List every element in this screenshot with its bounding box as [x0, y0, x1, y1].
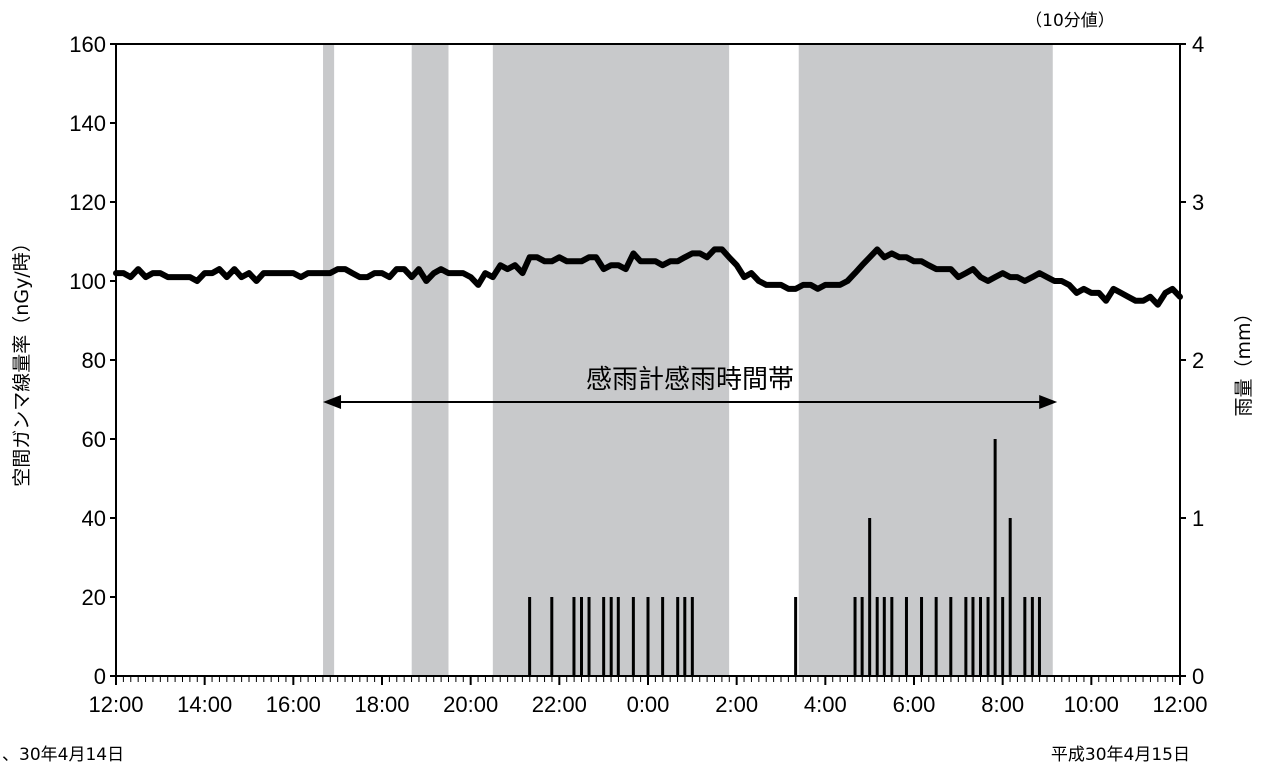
- rain-bar-10: [661, 597, 665, 676]
- rain-bars: [528, 439, 1041, 676]
- rain-bar-8: [631, 597, 635, 676]
- rain-bar-7: [616, 597, 620, 676]
- y-left-tick-label: 140: [69, 111, 106, 136]
- rain-bar-9: [646, 597, 650, 676]
- x-tick-label: 12:00: [88, 692, 143, 717]
- rain-band-2: [492, 44, 730, 676]
- rain-bar-26: [971, 597, 975, 676]
- rain-detection-bands: [323, 44, 1053, 676]
- annotation-arrowhead-right: [1039, 395, 1058, 409]
- rain-band-1: [411, 44, 449, 676]
- rain-bar-18: [875, 597, 879, 676]
- x-tick-label: 6:00: [893, 692, 936, 717]
- gamma-line-layer: [113, 246, 1183, 308]
- y-right-tick-label: 4: [1192, 32, 1204, 57]
- rain-bar-33: [1030, 597, 1034, 676]
- rain-bar-1: [550, 597, 554, 676]
- y-left-tick-label: 160: [69, 32, 106, 57]
- date-left: 、30年4月14日: [2, 745, 124, 765]
- x-tick-label: 4:00: [804, 692, 847, 717]
- y-left-tick-label: 100: [69, 269, 106, 294]
- rain-bar-4: [587, 597, 591, 676]
- x-tick-label: 10:00: [1064, 692, 1119, 717]
- y-left-tick-label: 80: [82, 348, 106, 373]
- x-tick-label: 2:00: [715, 692, 758, 717]
- rain-bar-0: [528, 597, 532, 676]
- rain-bar-3: [580, 597, 583, 676]
- rain-bar-15: [853, 597, 857, 676]
- x-tick-label: 8:00: [981, 692, 1024, 717]
- y-left-tick-label: 120: [69, 190, 106, 215]
- rain-bar-14: [794, 597, 798, 676]
- rain-bar-29: [993, 439, 997, 676]
- y-left-tick-label: 20: [82, 585, 106, 610]
- rain-bar-21: [904, 597, 908, 676]
- rain-bar-2: [572, 597, 576, 676]
- rain-bar-24: [949, 597, 953, 676]
- rain-bar-20: [890, 597, 894, 676]
- axis-ticks: 0 20 40 60 80 100 120 140 160 0 1 2 3 4 12:00 14:00 16:0…: [69, 32, 1207, 717]
- y-left-tick-label: 60: [82, 427, 106, 452]
- rain-bar-11: [676, 597, 680, 676]
- rain-bar-31: [1008, 518, 1012, 676]
- rain-bar-19: [882, 597, 886, 676]
- annotation-label: 感雨計感雨時間帯: [586, 365, 794, 395]
- x-tick-label: 0:00: [627, 692, 670, 717]
- rain-bar-16: [860, 597, 864, 676]
- rain-band-3: [798, 44, 1053, 676]
- rain-bar-28: [986, 597, 990, 676]
- date-right: 平成30年4月15日: [1051, 745, 1190, 765]
- y-right-tick-label: 1: [1192, 506, 1204, 531]
- rain-bar-34: [1037, 597, 1041, 676]
- y-right-tick-label: 3: [1192, 190, 1204, 215]
- x-tick-label: 16:00: [266, 692, 321, 717]
- x-tick-label: 12:00: [1152, 692, 1207, 717]
- rain-bar-23: [934, 597, 938, 676]
- x-tick-label: 22:00: [532, 692, 587, 717]
- rain-bar-32: [1023, 597, 1027, 676]
- rain-bar-22: [920, 597, 924, 676]
- x-tick-label: 18:00: [354, 692, 409, 717]
- rain-bar-30: [1001, 597, 1005, 676]
- y-right-axis-title: 雨量（mm）: [1233, 303, 1255, 416]
- annotation-layer: 感雨計感雨時間帯: [323, 365, 1058, 409]
- y-right-tick-label: 0: [1192, 664, 1204, 689]
- annotation-arrowhead-left: [323, 395, 342, 409]
- y-left-axis-title: 空間ガンマ線量率（nGy/時）: [11, 233, 33, 486]
- y-left-tick-label: 0: [94, 664, 106, 689]
- rain-bar-17: [868, 518, 872, 676]
- rain-bar-27: [979, 597, 982, 676]
- x-tick-label: 14:00: [177, 692, 232, 717]
- rain-bar-25: [964, 597, 968, 676]
- rain-bar-13: [690, 597, 694, 676]
- y-right-tick-label: 2: [1192, 348, 1204, 373]
- rain-bar-6: [609, 597, 613, 676]
- rain-band-0: [323, 44, 335, 676]
- gamma-dose-line: [113, 246, 1183, 308]
- rain-bar-5: [602, 597, 606, 676]
- y-left-tick-label: 40: [82, 506, 106, 531]
- rain-bar-12: [683, 597, 687, 676]
- x-tick-label: 20:00: [443, 692, 498, 717]
- unit-note: （10分値）: [1025, 11, 1115, 31]
